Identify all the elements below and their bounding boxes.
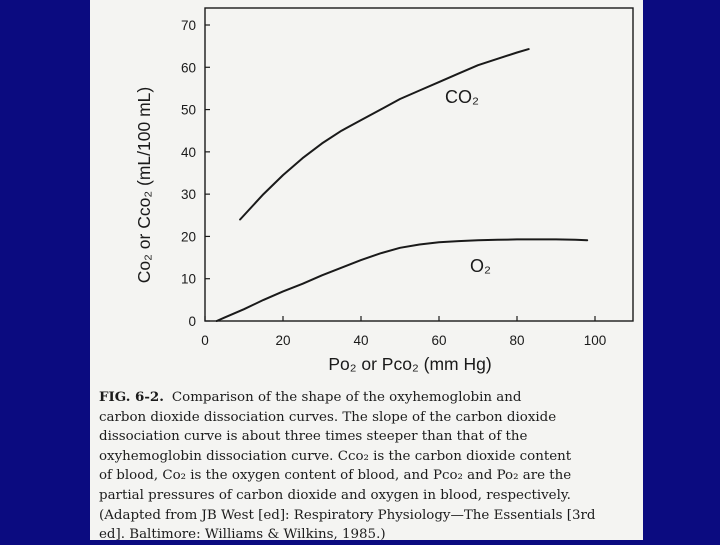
x-tick-label: 0 xyxy=(201,333,209,348)
y-tick-label: 30 xyxy=(181,187,196,202)
x-axis-ticks: 0 20 40 60 80 100 xyxy=(201,316,606,348)
caption-line: partial pressures of carbon dioxide and … xyxy=(99,487,571,503)
figure-label: FIG. 6-2. xyxy=(99,389,164,405)
figure-caption: FIG. 6-2. Comparison of the shape of the … xyxy=(99,388,629,545)
plot-frame xyxy=(204,7,634,322)
caption-line: carbon dioxide dissociation curves. The … xyxy=(99,409,557,425)
y-tick-label: 60 xyxy=(181,60,196,75)
x-tick-label: 20 xyxy=(275,333,290,348)
x-tick-label: 60 xyxy=(431,333,446,348)
y-axis-ticks: 0 10 20 30 40 50 60 70 xyxy=(181,18,210,329)
caption-line: of blood, Co₂ is the oxygen content of b… xyxy=(99,468,572,484)
x-tick-label: 80 xyxy=(509,333,524,348)
y-tick-label: 20 xyxy=(181,229,196,244)
y-tick-label: 40 xyxy=(181,145,196,160)
y-axis-label: Co₂ or Cco₂ (mL/100 mL) xyxy=(134,87,154,283)
caption-text: Comparison of the shape of the oxyhemogl… xyxy=(171,390,522,405)
caption-line: oxyhemoglobin dissociation curve. Cco₂ i… xyxy=(99,448,572,464)
caption-line: (Adapted from JB West [ed]: Respiratory … xyxy=(99,507,596,523)
y-tick-label: 70 xyxy=(181,18,196,33)
y-tick-label: 0 xyxy=(188,314,196,329)
x-axis-label: Po₂ or Pco₂ (mm Hg) xyxy=(328,354,491,374)
caption-line: FIG. 6-2. Comparison of the shape of the … xyxy=(99,388,629,408)
slide-panel xyxy=(90,0,643,540)
co2-curve-label: CO₂ xyxy=(445,87,479,107)
y-tick-label: 10 xyxy=(181,272,196,287)
co2-curve xyxy=(239,48,530,221)
x-tick-label: 40 xyxy=(353,333,368,348)
x-tick-label: 100 xyxy=(584,333,607,348)
series-layer xyxy=(215,48,589,322)
y-tick-label: 50 xyxy=(181,103,196,118)
o2-curve-label: O₂ xyxy=(470,256,491,276)
chart: 0 10 20 30 40 50 60 70 0 20 40 60 80 100 CO₂ O₂ Po₂ … xyxy=(134,7,634,374)
o2-curve xyxy=(215,238,589,322)
caption-line: dissociation curve is about three times … xyxy=(99,429,528,445)
caption-line: ed]. Baltimore: Williams & Wilkins, 1985… xyxy=(99,527,386,543)
